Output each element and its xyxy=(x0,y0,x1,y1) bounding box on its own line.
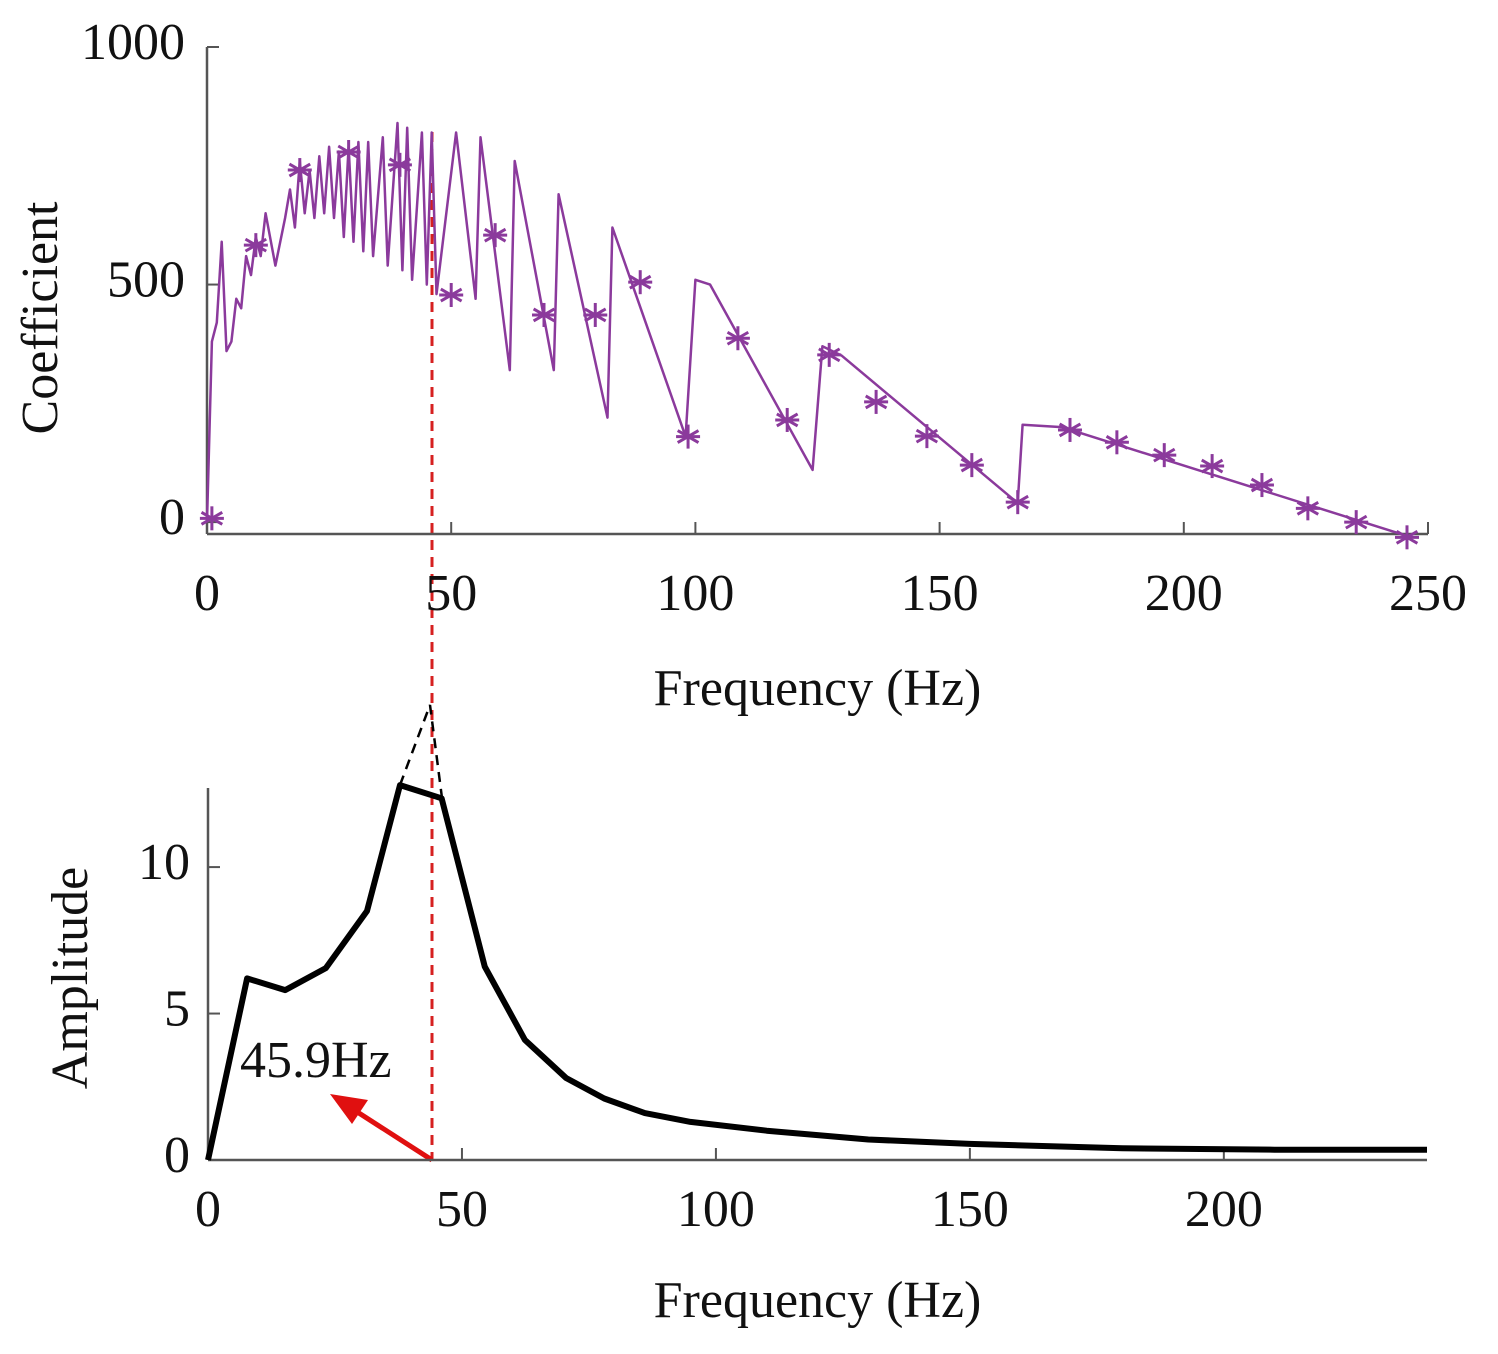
star-marker xyxy=(1249,473,1274,498)
x-tick-label: 50 xyxy=(436,1181,488,1238)
x-axis-title: Frequency (Hz) xyxy=(654,1272,982,1329)
arrow-head xyxy=(330,1094,368,1124)
y-axis-title: Coefficient xyxy=(12,201,69,435)
star-marker xyxy=(775,407,800,432)
y-tick-label: 1000 xyxy=(81,14,185,71)
x-tick-label: 100 xyxy=(677,1181,755,1238)
data-line xyxy=(205,782,1427,1161)
y-tick-label: 10 xyxy=(138,834,190,891)
y-tick-label: 0 xyxy=(164,1127,190,1184)
star-marker xyxy=(914,424,939,449)
x-axis-title: Frequency (Hz) xyxy=(654,660,982,717)
star-marker xyxy=(583,302,608,327)
star-marker xyxy=(483,223,508,248)
annotation: 45.9Hz xyxy=(240,1032,392,1089)
x-tick-label: 200 xyxy=(1145,565,1223,622)
y-tick-label: 5 xyxy=(164,980,190,1037)
star-marker xyxy=(199,506,224,531)
star-marker xyxy=(336,140,361,165)
y-tick-label: 0 xyxy=(159,489,185,546)
star-marker xyxy=(628,270,653,295)
star-marker xyxy=(387,152,412,177)
star-marker xyxy=(725,326,750,351)
star-marker xyxy=(243,233,268,258)
star-marker xyxy=(439,283,464,308)
star-marker xyxy=(1104,430,1129,455)
x-tick-label: 250 xyxy=(1389,565,1467,622)
star-marker xyxy=(1295,496,1320,521)
peak-extrapolation xyxy=(398,704,444,799)
star-marker xyxy=(959,453,984,478)
x-tick-label: 150 xyxy=(931,1181,1009,1238)
star-marker xyxy=(817,342,842,367)
x-tick-label: 200 xyxy=(1185,1181,1263,1238)
data-line xyxy=(205,121,1409,538)
star-marker xyxy=(1200,454,1225,479)
y-tick-label: 500 xyxy=(107,251,185,308)
star-marker xyxy=(287,158,312,183)
arrow-shaft xyxy=(346,1103,434,1163)
star-marker xyxy=(1394,525,1419,550)
star-marker xyxy=(676,424,701,449)
y-axis-title: Amplitude xyxy=(42,867,99,1089)
x-tick-label: 100 xyxy=(656,565,734,622)
x-tick-label: 0 xyxy=(195,1181,221,1238)
x-tick-label: 150 xyxy=(901,565,979,622)
star-marker xyxy=(531,302,556,327)
x-tick-label: 0 xyxy=(194,565,220,622)
star-marker xyxy=(1058,417,1083,442)
star-marker xyxy=(864,389,889,414)
star-marker xyxy=(1005,490,1030,515)
star-marker xyxy=(1344,510,1369,535)
x-tick-label: 50 xyxy=(425,565,477,622)
star-marker xyxy=(1152,443,1177,468)
